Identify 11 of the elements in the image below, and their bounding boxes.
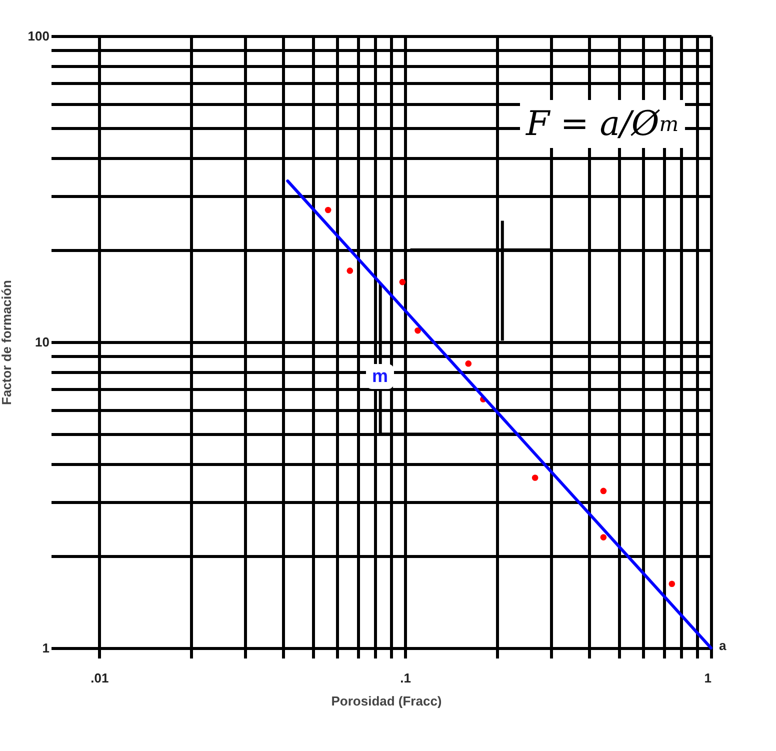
x-tick-label: .01 bbox=[90, 670, 109, 686]
x-tick-label: .1 bbox=[400, 670, 412, 686]
y-tick-label: 100 bbox=[28, 28, 50, 44]
x-tick-label: 1 bbox=[704, 670, 712, 686]
y-tick-label: 10 bbox=[35, 334, 50, 350]
annotation: F = a/Ø$^{m}$ bbox=[520, 100, 685, 148]
y-axis-title: Factor de formación bbox=[0, 280, 14, 405]
x-axis-title: Porosidad (Fracc) bbox=[331, 694, 442, 708]
annotation: m bbox=[366, 364, 394, 389]
annotation: a bbox=[719, 638, 727, 653]
y-tick-label: 1 bbox=[42, 640, 50, 656]
